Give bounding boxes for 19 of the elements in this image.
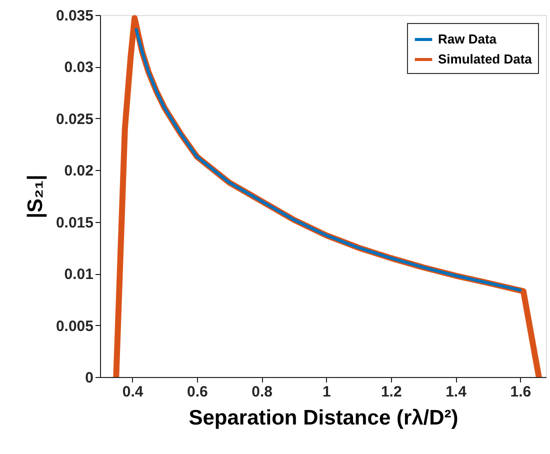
x-tick-label: 1.2	[380, 384, 402, 400]
y-axis-title: |S₂₁|	[24, 174, 47, 218]
x-tick-label: 0.8	[252, 384, 273, 400]
x-tick-label: 1.4	[446, 384, 468, 400]
y-tick-label: 0.015	[56, 214, 94, 232]
y-tick-label: 0.005	[56, 318, 94, 335]
y-tick-label: 0	[85, 370, 94, 386]
x-tick-label: 1.6	[510, 384, 532, 400]
y-tick-label: 0.025	[56, 110, 94, 128]
x-tick-label: 0.6	[187, 384, 208, 400]
y-tick-label: 0.02	[64, 162, 94, 180]
x-tick-label: 0.4	[122, 384, 144, 400]
y-tick-label: 0.035	[56, 8, 94, 24]
legend-label: Simulated Data	[438, 52, 533, 66]
y-tick-label: 0.01	[64, 266, 94, 284]
y-tick-label: 0.03	[64, 59, 94, 76]
legend-label: Raw Data	[438, 32, 498, 46]
x-axis-title: Separation Distance (rλ/D²)	[188, 406, 458, 430]
x-tick-label: 1	[322, 384, 331, 400]
